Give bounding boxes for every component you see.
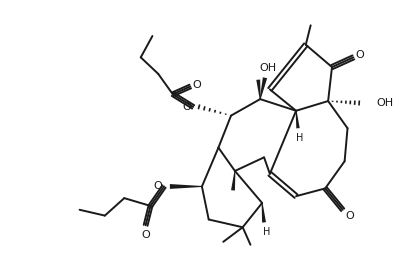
Text: O: O — [182, 102, 191, 112]
Text: OH: OH — [259, 63, 277, 73]
Polygon shape — [256, 79, 261, 99]
Polygon shape — [170, 184, 202, 189]
Text: H: H — [296, 133, 304, 143]
Text: O: O — [153, 181, 162, 191]
Text: O: O — [193, 79, 201, 89]
Text: O: O — [141, 230, 150, 240]
Polygon shape — [262, 203, 266, 222]
Text: OH: OH — [377, 98, 394, 108]
Polygon shape — [260, 77, 267, 99]
Text: O: O — [345, 211, 354, 221]
Text: O: O — [356, 50, 364, 60]
Text: H: H — [263, 227, 271, 237]
Polygon shape — [231, 171, 235, 191]
Polygon shape — [296, 111, 300, 128]
